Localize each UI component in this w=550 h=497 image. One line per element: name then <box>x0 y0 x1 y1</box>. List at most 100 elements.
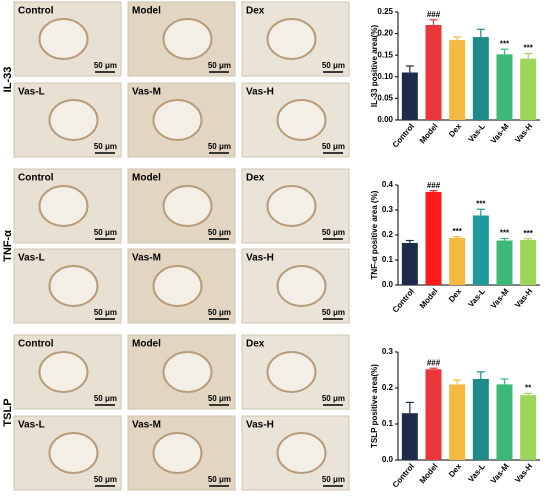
scale-label: 50 μm <box>94 228 117 237</box>
x-tick-label: Control <box>391 287 416 315</box>
airway <box>48 265 99 307</box>
airway <box>276 265 327 307</box>
row-label: IL-33 <box>2 67 14 93</box>
bar <box>449 238 466 285</box>
y-tick-label: 0.15 <box>377 50 393 59</box>
image-label: Dex <box>246 339 265 350</box>
bar <box>472 37 489 120</box>
scale-label: 50 μm <box>94 61 117 70</box>
x-tick-label: Dex <box>447 461 464 478</box>
airway <box>162 351 213 393</box>
y-tick-label: 0.4 <box>382 180 394 189</box>
significance: ** <box>525 384 532 393</box>
bar <box>401 413 418 460</box>
bar <box>449 40 466 120</box>
airway <box>266 185 317 227</box>
x-tick-label: Vas-L <box>466 287 487 309</box>
y-tick-label: 0.0 <box>382 280 394 289</box>
y-tick-label: 0.1 <box>382 419 394 428</box>
airway <box>38 18 89 60</box>
bar <box>401 243 418 285</box>
x-tick-label: Dex <box>447 121 464 138</box>
image-label: Dex <box>246 173 265 184</box>
y-tick-label: 0.0 <box>382 455 394 464</box>
y-tick-label: 0.3 <box>382 205 394 214</box>
scale-label: 50 μm <box>322 228 345 237</box>
image-label: Model <box>132 6 161 17</box>
image-label: Vas-H <box>246 87 274 98</box>
y-tick-label: 0.3 <box>382 347 394 356</box>
micrograph <box>241 168 350 244</box>
airway <box>152 265 203 307</box>
y-axis-title: TNF-α positive area (%) <box>370 190 379 279</box>
scale-label: 50 μm <box>322 308 345 317</box>
scale-label: 50 μm <box>208 228 231 237</box>
scale-label: 50 μm <box>94 475 117 484</box>
scale-label: 50 μm <box>322 394 345 403</box>
x-tick-label: Vas-H <box>513 462 534 485</box>
significance: *** <box>500 229 510 238</box>
scale-label: 50 μm <box>208 308 231 317</box>
x-tick-label: Dex <box>447 286 464 303</box>
x-tick-label: Vas-M <box>489 462 511 486</box>
scale-label: 50 μm <box>322 61 345 70</box>
bar <box>496 240 513 285</box>
image-label: Vas-H <box>246 420 274 431</box>
y-tick-label: 0.1 <box>382 255 394 264</box>
bar <box>496 384 513 460</box>
significance: *** <box>523 44 533 53</box>
bar <box>520 58 537 120</box>
scale-label: 50 μm <box>208 394 231 403</box>
airway <box>266 351 317 393</box>
bar <box>425 192 442 285</box>
scale-label: 50 μm <box>94 394 117 403</box>
airway <box>266 18 317 60</box>
row-label: TSLP <box>2 398 14 426</box>
image-label: Vas-L <box>18 87 45 98</box>
image-label: Vas-H <box>246 253 274 264</box>
airway <box>38 351 89 393</box>
significance: *** <box>523 229 533 238</box>
significance: ### <box>427 358 441 367</box>
scale-label: 50 μm <box>94 308 117 317</box>
x-tick-label: Model <box>418 287 440 310</box>
image-label: Vas-L <box>18 420 45 431</box>
airway <box>162 185 213 227</box>
airway <box>48 432 99 474</box>
significance: ### <box>427 181 441 190</box>
airway <box>152 99 203 141</box>
image-label: Model <box>132 339 161 350</box>
airway <box>38 185 89 227</box>
y-tick-label: 0.05 <box>377 94 393 103</box>
x-tick-label: Vas-M <box>489 287 511 311</box>
x-tick-label: Control <box>391 462 416 490</box>
image-label: Control <box>18 173 54 184</box>
airway <box>48 99 99 141</box>
airway <box>162 18 213 60</box>
image-label: Vas-M <box>132 420 161 431</box>
significance: ### <box>427 10 441 19</box>
image-label: Vas-M <box>132 87 161 98</box>
bar <box>472 379 489 460</box>
airway <box>152 432 203 474</box>
x-tick-label: Vas-M <box>489 122 511 146</box>
image-label: Control <box>18 6 54 17</box>
x-tick-label: Model <box>418 122 440 145</box>
bar <box>425 24 442 120</box>
bar <box>449 384 466 460</box>
image-label: Model <box>132 173 161 184</box>
image-label: Vas-L <box>18 253 45 264</box>
scale-label: 50 μm <box>208 475 231 484</box>
y-tick-label: 0.25 <box>377 7 393 16</box>
bar <box>401 72 418 120</box>
airway <box>276 99 327 141</box>
significance: *** <box>476 199 486 208</box>
x-tick-label: Control <box>391 122 416 150</box>
image-label: Dex <box>246 6 265 17</box>
image-label: Vas-M <box>132 253 161 264</box>
x-tick-label: Vas-L <box>466 462 487 484</box>
bar <box>472 215 489 285</box>
scale-label: 50 μm <box>208 142 231 151</box>
